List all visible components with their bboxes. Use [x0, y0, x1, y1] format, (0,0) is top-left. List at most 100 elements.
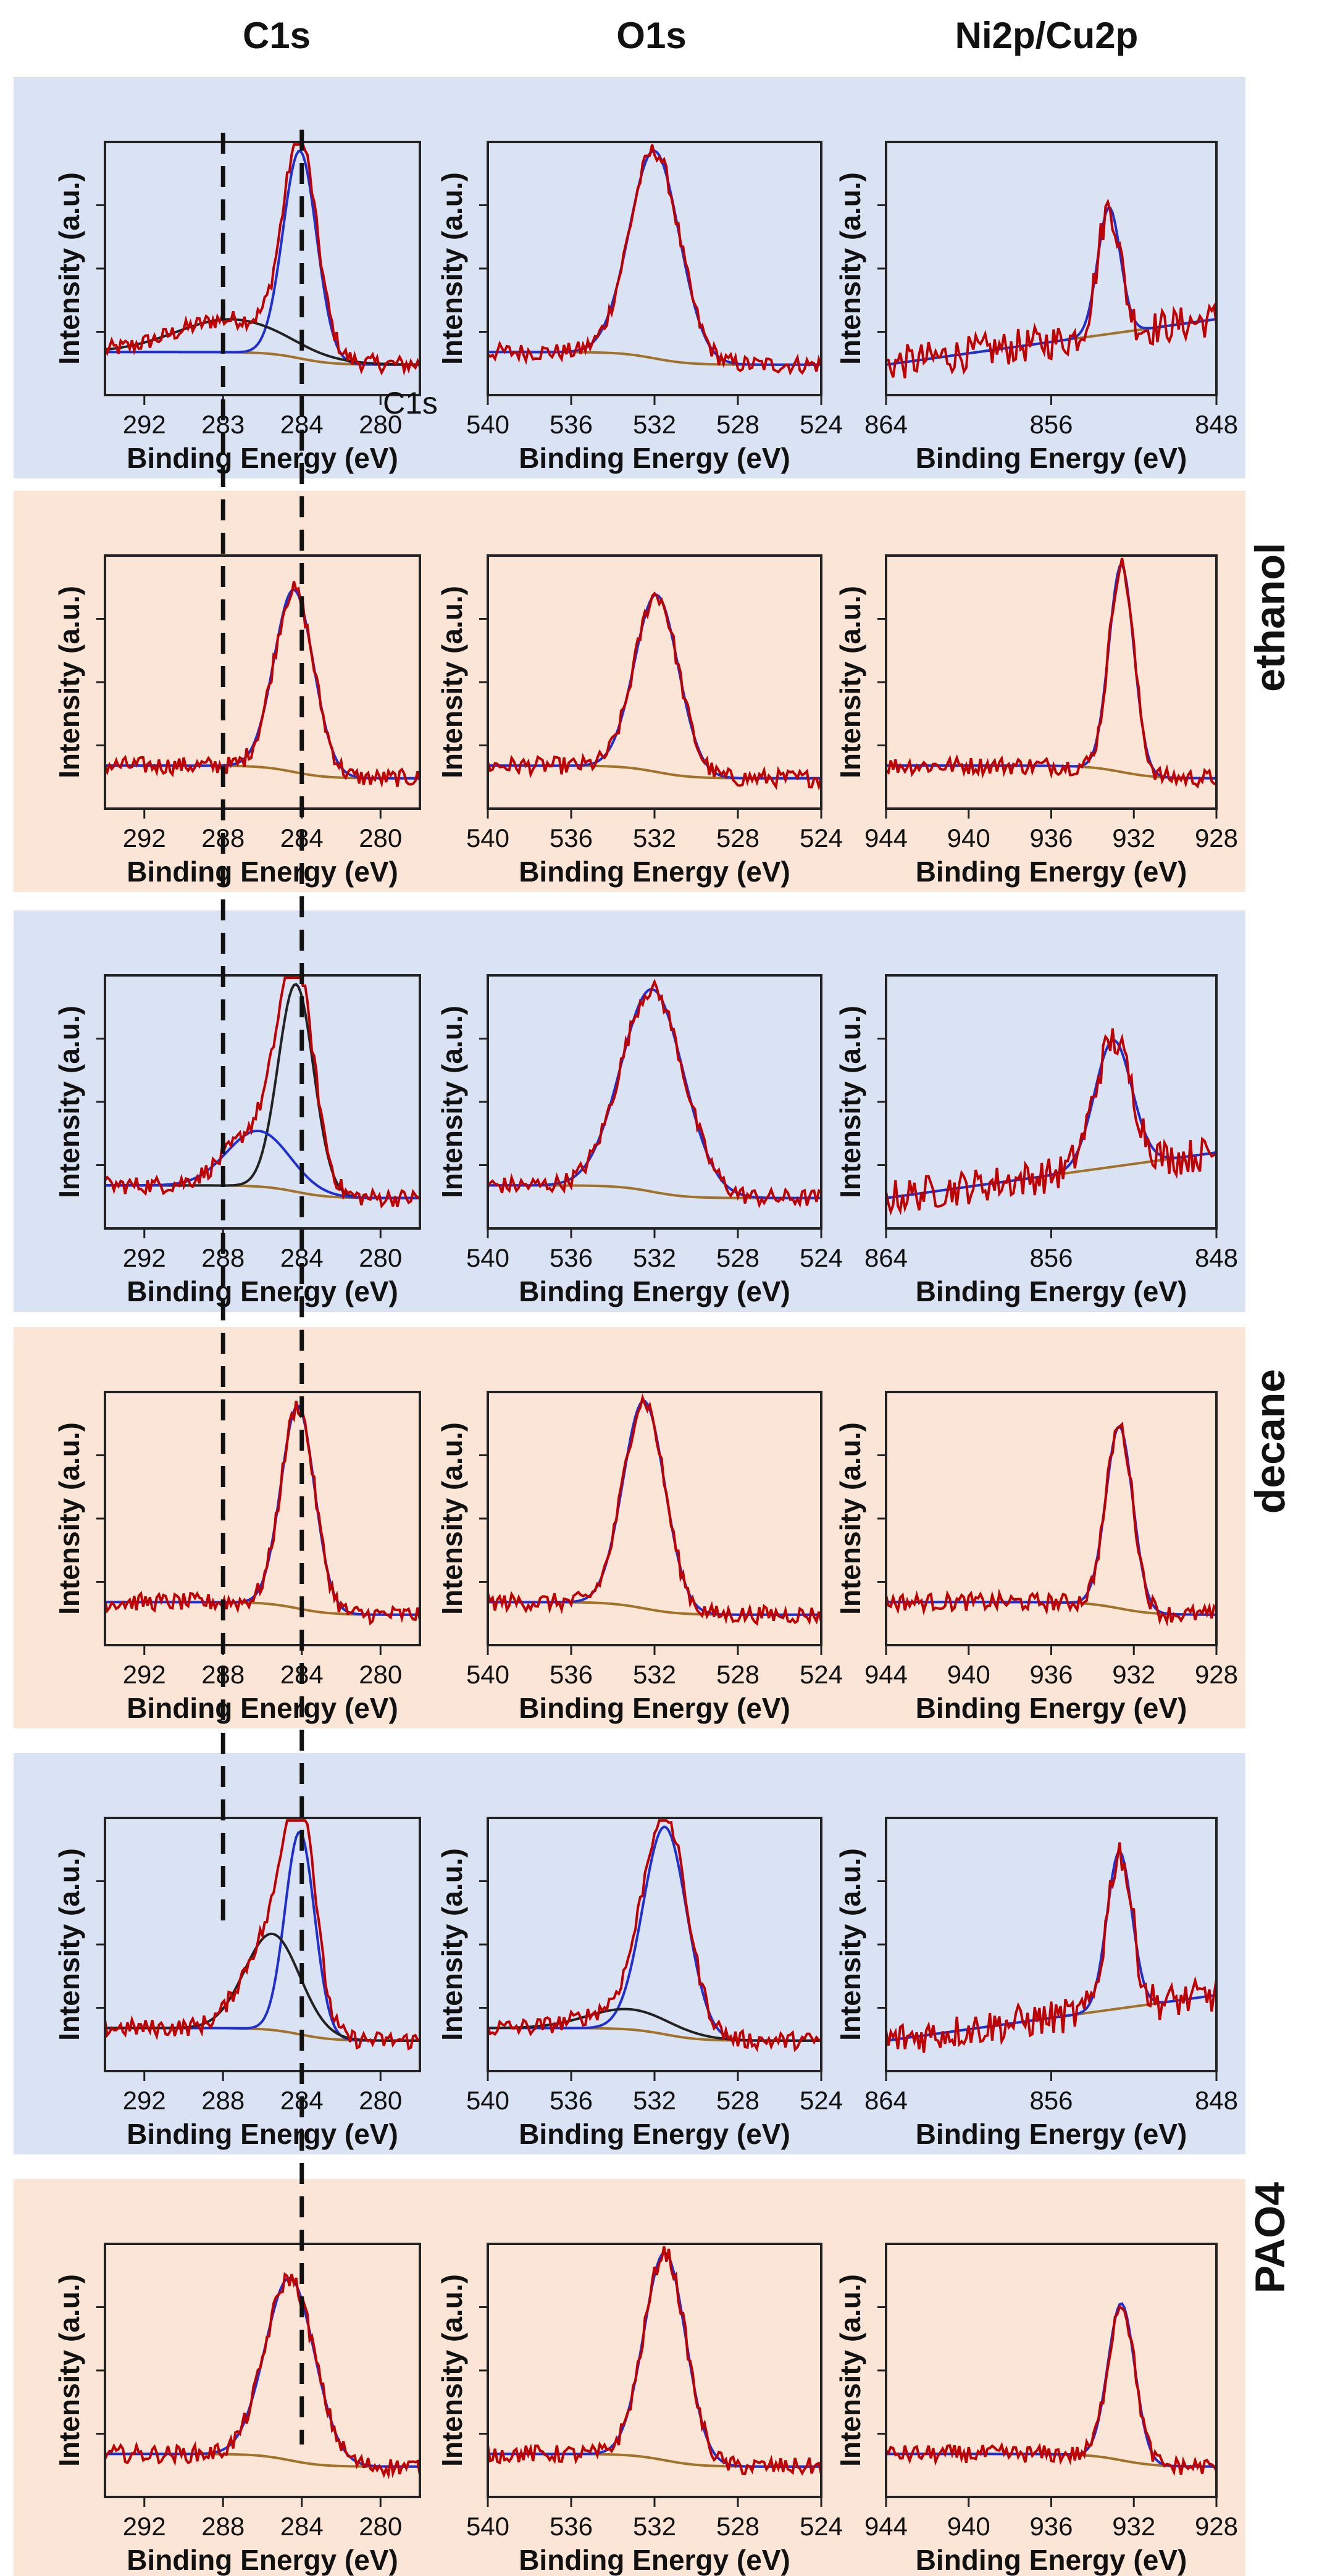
panel-ni2p-row-1: 864 856 848 Binding Energy (eV) Intensity (a… [834, 141, 1238, 474]
measured-spectrum [104, 2272, 421, 2480]
x-tick-label: 848 [1195, 410, 1238, 439]
x-tick-label: 288 [201, 2512, 245, 2541]
measured-spectrum [487, 1819, 822, 2053]
measured-spectrum [487, 591, 822, 791]
x-tick-label: 292 [123, 2512, 166, 2541]
x-tick-label: 532 [633, 2512, 676, 2541]
x-tick-label: 524 [800, 1660, 843, 1689]
x-tick-label: 528 [716, 1660, 759, 1689]
y-axis-label: Intensity (a.u.) [834, 1848, 866, 2041]
x-tick-label: 532 [633, 1243, 676, 1272]
x-tick-label: 540 [466, 2512, 509, 2541]
measured-spectrum [885, 557, 1217, 789]
x-tick-label: 928 [1195, 823, 1238, 852]
x-tick-label: 856 [1029, 2086, 1073, 2115]
y-axis-label: Intensity (a.u.) [834, 2274, 866, 2467]
y-axis-label: Intensity (a.u.) [834, 172, 866, 365]
y-axis-label: Intensity (a.u.) [436, 1848, 468, 2041]
x-tick-label: 292 [123, 823, 166, 852]
x-tick-label: 292 [123, 1660, 166, 1689]
x-tick-label: 864 [864, 1243, 908, 1272]
x-tick-label: 856 [1029, 410, 1073, 439]
x-tick-label: 540 [466, 823, 509, 852]
x-axis-label: Binding Energy (eV) [519, 2118, 790, 2150]
panel-o1s-row-6: 540 536 532 528 524 Binding Energy (eV) Intens… [436, 2243, 843, 2576]
x-tick-label: 540 [466, 1243, 509, 1272]
measured-spectrum [104, 1401, 421, 1626]
y-axis-label: Intensity (a.u.) [53, 172, 85, 365]
x-tick-label: 932 [1112, 823, 1155, 852]
x-tick-label: 528 [716, 2086, 759, 2115]
x-tick-label: 532 [633, 410, 676, 439]
y-axis-label: Intensity (a.u.) [53, 1006, 85, 1198]
panel-cu2p-row-2: 944 940 936 932 928 Binding Energy (eV) Intens… [834, 554, 1238, 888]
x-tick-label: 292 [123, 410, 166, 439]
x-axis-label: Binding Energy (eV) [127, 856, 398, 888]
measured-spectrum [885, 198, 1218, 379]
measured-spectrum [104, 977, 420, 1209]
x-tick-label: 280 [359, 823, 402, 852]
x-tick-label: 536 [550, 1660, 593, 1689]
x-tick-label: 540 [466, 1660, 509, 1689]
x-tick-label: 864 [864, 2086, 908, 2115]
y-axis-label: Intensity (a.u.) [436, 2274, 468, 2467]
column-title-ni2p-cu2p: Ni2p/Cu2p [955, 15, 1139, 56]
y-axis-label: Intensity (a.u.) [53, 586, 85, 778]
x-tick-label: 280 [359, 1660, 402, 1689]
x-axis-label: Binding Energy (eV) [127, 1692, 398, 1724]
x-tick-label: 528 [716, 1243, 759, 1272]
measured-spectrum [487, 144, 822, 376]
x-tick-label: 848 [1195, 1243, 1238, 1272]
x-axis-label: Binding Energy (eV) [916, 442, 1187, 474]
x-tick-label: 856 [1029, 1243, 1073, 1272]
measured-spectrum [104, 581, 421, 788]
x-tick-label: 292 [123, 2086, 166, 2115]
x-tick-label: 944 [864, 1660, 908, 1689]
x-axis-label: Binding Energy (eV) [519, 856, 790, 888]
y-axis-label: Intensity (a.u.) [436, 586, 468, 778]
panel-ni2p-row-5: 864 856 848 Binding Energy (eV) Intensity (a… [834, 1817, 1238, 2150]
x-tick-label: 932 [1112, 2512, 1155, 2541]
measured-spectrum [104, 1819, 420, 2051]
x-tick-label: 940 [947, 1660, 990, 1689]
y-axis-label: Intensity (a.u.) [53, 1422, 85, 1615]
row-background [14, 911, 1245, 1312]
y-axis-label: Intensity (a.u.) [436, 1422, 468, 1615]
row-background [14, 77, 1245, 478]
y-axis-label: Intensity (a.u.) [834, 1422, 866, 1615]
panel-c1s-row-6: 292 288 284 280 Binding Energy (eV) Intensity… [53, 2243, 421, 2576]
x-tick-label: 536 [550, 410, 593, 439]
measured-spectrum [885, 2304, 1218, 2477]
x-tick-label: 864 [864, 410, 908, 439]
x-tick-label: 284 [280, 2512, 324, 2541]
x-tick-label: 936 [1029, 823, 1073, 852]
x-tick-label: 524 [800, 823, 843, 852]
x-tick-label: 280 [359, 1243, 402, 1272]
reference-dashed-lines [220, 130, 304, 2445]
y-axis-label: Intensity (a.u.) [834, 1006, 866, 1198]
row-background [14, 491, 1245, 892]
x-tick-label: 928 [1195, 1660, 1238, 1689]
x-tick-label: 528 [716, 823, 759, 852]
x-tick-label: 936 [1029, 2512, 1073, 2541]
x-tick-label: 936 [1029, 1660, 1073, 1689]
x-tick-label: 940 [947, 2512, 990, 2541]
x-axis-label: Binding Energy (eV) [519, 442, 790, 474]
panel-cu2p-row-4: 944 940 936 932 928 Binding Energy (eV) Intens… [834, 1391, 1238, 1724]
x-axis-label: Binding Energy (eV) [916, 856, 1187, 888]
panel-ni2p-row-3: 864 856 848 Binding Energy (eV) Intensity (a… [834, 974, 1238, 1307]
x-axis-label: Binding Energy (eV) [916, 2118, 1187, 2150]
group-labels: ethanol decane PAO4 [1247, 543, 1294, 2293]
x-tick-label: 532 [633, 1660, 676, 1689]
panel-cu2p-row-6: 944 940 936 932 928 Binding Energy (eV) Intens… [834, 2243, 1238, 2576]
y-axis-label: Intensity (a.u.) [834, 586, 866, 778]
measured-spectrum [487, 1393, 822, 1626]
stray-c1s-label: C1s [383, 386, 438, 420]
panel-o1s-row-4: 540 536 532 528 524 Binding Energy (eV) Intens… [436, 1391, 843, 1724]
x-tick-label: 536 [550, 2512, 593, 2541]
x-tick-label: 944 [864, 2512, 908, 2541]
